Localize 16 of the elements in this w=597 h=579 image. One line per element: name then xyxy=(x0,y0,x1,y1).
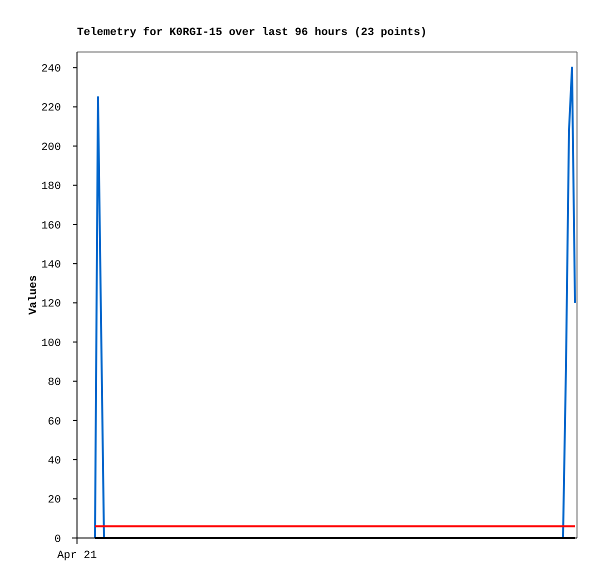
y-tick-label: 120 xyxy=(41,298,61,311)
y-tick-label: 220 xyxy=(41,102,61,115)
y-tick-label: 200 xyxy=(41,142,61,154)
y-tick-label: 60 xyxy=(48,416,61,428)
y-tick-label: 240 xyxy=(41,64,61,76)
y-axis-title: Values xyxy=(28,275,40,315)
y-tick-label: 180 xyxy=(41,181,61,194)
chart-title: Telemetry for K0RGI-15 over last 96 hours (23 points) xyxy=(77,26,427,39)
y-tick-label: 140 xyxy=(41,259,61,272)
y-tick-label: 160 xyxy=(41,220,61,232)
y-tick-label: 0 xyxy=(54,534,61,546)
y-tick-label: 100 xyxy=(41,338,61,350)
y-tick-label: 20 xyxy=(48,494,61,507)
y-tick-label: 80 xyxy=(48,377,61,390)
y-tick-label: 40 xyxy=(48,455,61,468)
text: Apr 21 xyxy=(57,550,98,562)
